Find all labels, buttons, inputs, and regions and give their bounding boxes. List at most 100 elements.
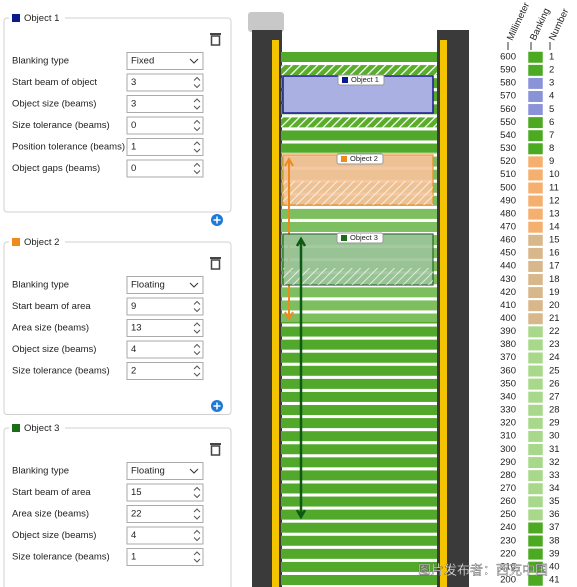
dropdown-chevron[interactable] bbox=[189, 282, 199, 288]
field-input[interactable] bbox=[126, 95, 204, 113]
beam bbox=[281, 418, 437, 429]
field-input[interactable] bbox=[126, 52, 204, 70]
banking-cell bbox=[527, 234, 544, 247]
spin-down[interactable] bbox=[193, 127, 201, 132]
field-input[interactable] bbox=[126, 73, 204, 92]
spin-up[interactable] bbox=[193, 551, 201, 556]
millimeter-label: 460 bbox=[500, 235, 516, 246]
beam bbox=[281, 405, 437, 416]
spin-up[interactable] bbox=[193, 162, 201, 167]
spin-up[interactable] bbox=[193, 76, 201, 81]
number-label: 7 bbox=[549, 130, 554, 141]
field-input[interactable] bbox=[126, 319, 204, 337]
spin-up[interactable] bbox=[193, 322, 201, 327]
number-label: 11 bbox=[549, 182, 559, 193]
trash-can[interactable] bbox=[210, 259, 221, 270]
title-bg bbox=[9, 235, 65, 249]
spin-up[interactable] bbox=[193, 508, 201, 513]
beam bbox=[281, 300, 437, 311]
spin-down[interactable] bbox=[193, 372, 201, 377]
spin-down[interactable] bbox=[193, 351, 201, 356]
object-tag-label: Object 2 bbox=[350, 154, 378, 163]
spin-up[interactable] bbox=[193, 343, 201, 348]
number-label: 3 bbox=[549, 78, 554, 89]
beam bbox=[281, 221, 437, 232]
field-input[interactable] bbox=[126, 526, 204, 545]
dropdown-chevron[interactable] bbox=[189, 468, 199, 474]
field-input[interactable] bbox=[126, 505, 204, 523]
spin-up[interactable] bbox=[193, 141, 201, 146]
beam bbox=[281, 470, 437, 481]
spin-up[interactable] bbox=[193, 98, 201, 103]
trash-can[interactable] bbox=[210, 35, 221, 46]
banking-cell bbox=[527, 155, 544, 168]
spin-down[interactable] bbox=[193, 170, 201, 175]
field-input[interactable] bbox=[126, 116, 204, 135]
field-input[interactable] bbox=[126, 362, 204, 380]
spin-down[interactable] bbox=[193, 84, 201, 89]
banking-cell bbox=[527, 391, 544, 404]
number-label: 2 bbox=[549, 65, 554, 76]
spin-up[interactable] bbox=[193, 119, 201, 124]
banking-cell bbox=[527, 195, 544, 208]
spin-down[interactable] bbox=[193, 537, 201, 542]
beam bbox=[281, 496, 437, 507]
spin-down[interactable] bbox=[193, 558, 201, 563]
field-input[interactable] bbox=[126, 159, 204, 178]
beam bbox=[281, 457, 437, 468]
trash-can[interactable] bbox=[210, 445, 221, 456]
field-input[interactable] bbox=[126, 483, 204, 502]
spin-down[interactable] bbox=[193, 148, 201, 153]
spin-down[interactable] bbox=[193, 105, 201, 110]
trash-lid[interactable] bbox=[210, 443, 221, 445]
banking-cell bbox=[527, 129, 544, 142]
watermark: 图片发布者：西克中国 bbox=[418, 562, 548, 577]
field-value: Floating bbox=[131, 280, 165, 291]
field-value: Floating bbox=[131, 466, 165, 477]
field-label: Size tolerance (beams) bbox=[12, 120, 110, 131]
spin-up[interactable] bbox=[193, 365, 201, 370]
field-input[interactable] bbox=[126, 138, 204, 156]
millimeter-label: 350 bbox=[500, 378, 516, 389]
spin-down[interactable] bbox=[193, 494, 201, 499]
banking-cell bbox=[527, 561, 544, 574]
millimeter-label: 510 bbox=[500, 169, 516, 180]
spin-down[interactable] bbox=[193, 329, 201, 334]
banking-cell bbox=[527, 168, 544, 181]
field-input[interactable] bbox=[126, 297, 204, 316]
number-label: 21 bbox=[549, 313, 560, 324]
millimeter-label: 570 bbox=[500, 91, 516, 102]
millimeter-label: 330 bbox=[500, 405, 516, 416]
field-label: Object size (beams) bbox=[12, 530, 96, 541]
banking-cell bbox=[527, 247, 544, 260]
beam bbox=[281, 143, 437, 154]
field-input[interactable] bbox=[126, 276, 204, 294]
spin-up[interactable] bbox=[193, 300, 201, 305]
field-input[interactable] bbox=[126, 340, 204, 359]
title-swatch bbox=[12, 424, 20, 432]
millimeter-label: 420 bbox=[500, 287, 516, 298]
object-tag-label: Object 3 bbox=[350, 233, 378, 242]
spin-down[interactable] bbox=[193, 308, 201, 313]
spin-up[interactable] bbox=[193, 529, 201, 534]
field-input[interactable] bbox=[126, 548, 204, 566]
dropdown-chevron[interactable] bbox=[189, 58, 199, 64]
banking-cell bbox=[527, 456, 544, 469]
banking-cell bbox=[527, 221, 544, 234]
beam bbox=[281, 287, 437, 298]
millimeter-label: 560 bbox=[500, 104, 516, 115]
millimeter-label: 310 bbox=[500, 431, 516, 442]
beam bbox=[281, 365, 437, 376]
beam bbox=[281, 339, 437, 350]
beam bbox=[281, 326, 437, 337]
trash-lid[interactable] bbox=[210, 33, 221, 35]
spin-up[interactable] bbox=[193, 486, 201, 491]
spin-down[interactable] bbox=[193, 515, 201, 520]
banking-cell bbox=[527, 286, 544, 299]
millimeter-label: 360 bbox=[500, 365, 516, 376]
field-input[interactable] bbox=[126, 462, 204, 480]
trash-lid[interactable] bbox=[210, 257, 221, 259]
millimeter-label: 550 bbox=[500, 117, 516, 128]
field-value: 1 bbox=[131, 552, 136, 563]
number-label: 24 bbox=[549, 352, 560, 363]
